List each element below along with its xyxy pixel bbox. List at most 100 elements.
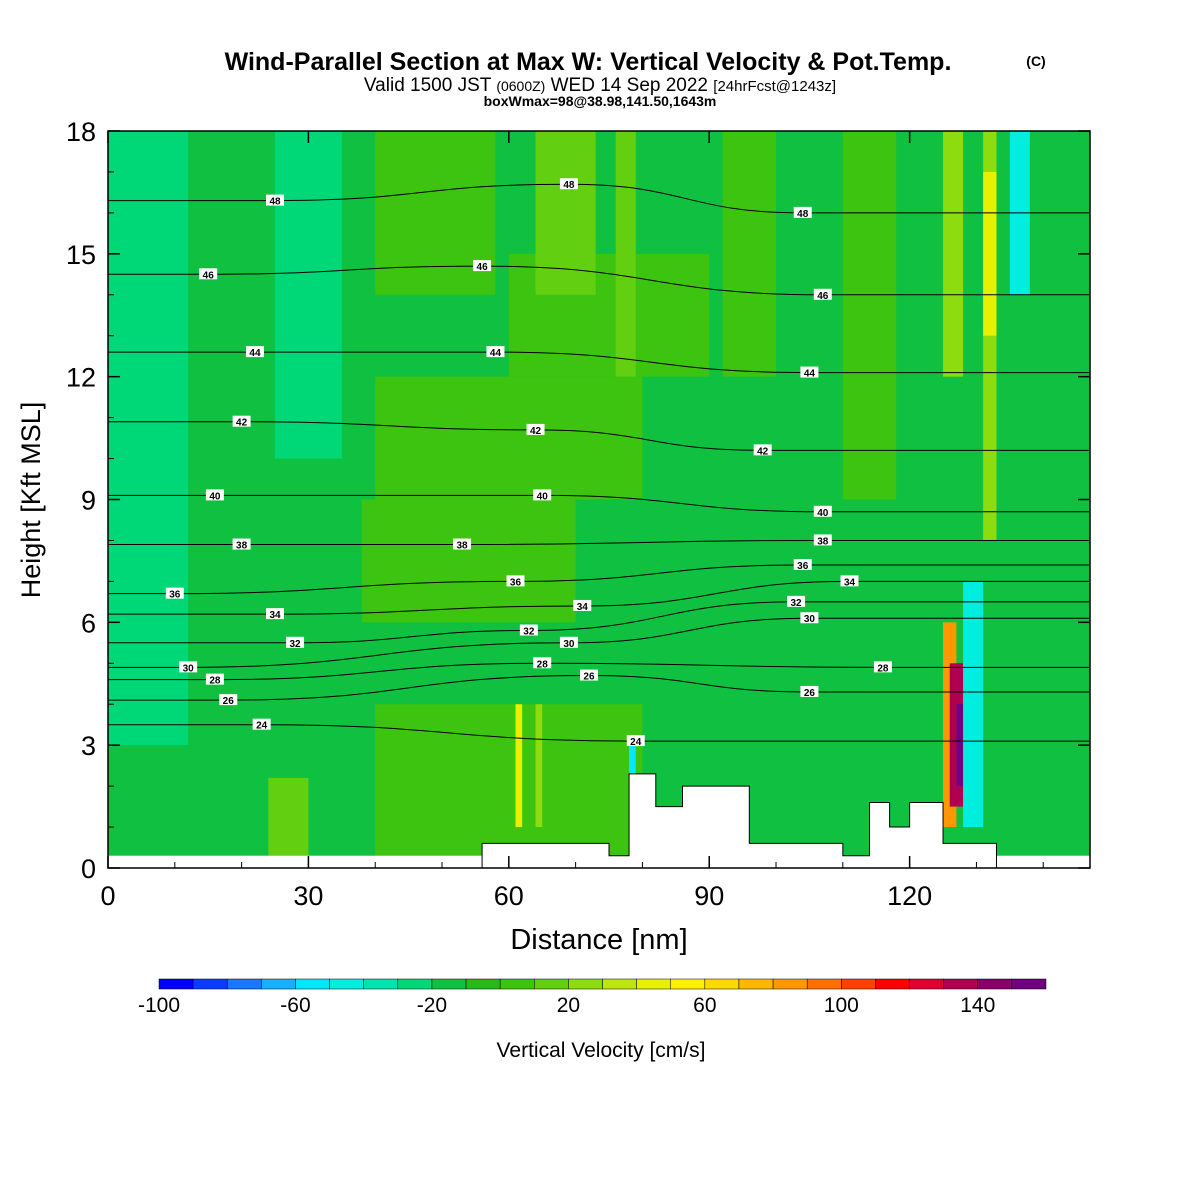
colorbar-swatch (363, 978, 399, 990)
contour-label: 44 (804, 369, 816, 380)
colorbar-tick-labels: -100 -60 -20 20 60 100 140 (138, 994, 995, 1017)
contour-label: 28 (877, 663, 889, 674)
contour-label: 34 (577, 602, 589, 613)
colorbar-swatch (226, 978, 262, 990)
velocity-cell (535, 704, 543, 828)
colorbar-swatch (465, 978, 501, 990)
x-tick-label: 60 (494, 881, 524, 911)
contour-label-box (219, 694, 238, 706)
x-axis-label: Distance [nm] (510, 924, 687, 956)
contour-label: 26 (223, 696, 235, 707)
colorbar-swatch (1011, 978, 1047, 990)
contour-label-box (800, 612, 819, 624)
contour-label-box (793, 559, 812, 571)
contour-label: 38 (236, 541, 248, 552)
colorbar-tick-label: 60 (693, 994, 716, 1017)
contour-label-box (533, 657, 552, 669)
contour-label-box (266, 194, 285, 206)
colorbar-swatch (499, 978, 535, 990)
colorbar-swatch (295, 978, 330, 990)
colorbar-swatch (568, 978, 603, 990)
velocity-cell (535, 131, 596, 295)
contour-label: 40 (537, 491, 549, 502)
colorbar-swatch (841, 978, 876, 990)
velocity-cell (842, 131, 897, 500)
contour-label-box (526, 423, 545, 435)
contour-label-box (232, 538, 251, 550)
colorbar-swatch (431, 978, 467, 990)
theta-contour-line (108, 183, 1090, 214)
contour-label: 30 (804, 614, 816, 625)
colorbar-swatch (397, 978, 433, 990)
chart-title: Wind-Parallel Section at Max W: Vertical… (225, 48, 952, 76)
contour-label-box (813, 534, 832, 546)
contour-label: 30 (563, 639, 575, 650)
velocity-cell (361, 499, 576, 623)
theta-contour-labels: 48 48 48 46 46 46 44 44 44 42 42 42 40 40 40 38 38 38 36 36… (165, 178, 892, 748)
theta-contour-line (108, 421, 1090, 451)
contour-label: 34 (269, 610, 281, 621)
x-tick-label: 30 (293, 881, 323, 911)
colorbar-tick-label: 20 (557, 994, 580, 1017)
colorbar-tick-label: -20 (417, 994, 447, 1017)
contour-label-box (199, 268, 218, 280)
copyright-mark: (C) (1026, 53, 1045, 69)
y-axis-label: Height [Kft MSL] (16, 402, 46, 599)
contour-label: 34 (844, 577, 856, 588)
valid-utc: (0600Z) (496, 78, 545, 94)
contour-label-box (533, 489, 552, 501)
colorbar-swatch (636, 978, 671, 990)
colorbar-swatch (909, 978, 944, 990)
velocity-cell (375, 376, 643, 500)
contour-label: 46 (477, 262, 489, 273)
velocity-cell (375, 704, 643, 868)
y-tick-label: 9 (81, 486, 96, 516)
colorbar-swatch (943, 978, 979, 990)
contour-label: 36 (797, 561, 809, 572)
contour-label: 44 (249, 348, 261, 359)
contour-label: 32 (289, 639, 301, 650)
terrain-mask (481, 773, 997, 869)
contour-label: 48 (269, 197, 281, 208)
contour-label-box (165, 587, 184, 599)
contour-label-box (473, 260, 492, 272)
colorbar (158, 978, 1047, 990)
theta-contour-line (108, 539, 1090, 546)
colorbar-swatch (158, 978, 194, 990)
velocity-cell (615, 131, 636, 377)
contour-label-box (579, 669, 598, 681)
velocity-cell (956, 704, 964, 787)
colorbar-swatch (602, 978, 637, 990)
colorbar-swatch (806, 978, 842, 990)
y-tick-label: 6 (81, 608, 96, 638)
x-tick-label: 0 (100, 881, 115, 911)
contour-label-box (266, 608, 285, 620)
contour-label-box (626, 735, 645, 747)
y-tick-label: 0 (81, 854, 96, 884)
contour-label-box (559, 178, 578, 190)
colorbar-tick-label: -100 (138, 994, 180, 1017)
contour-label: 30 (183, 663, 195, 674)
contour-label-box (205, 489, 224, 501)
contour-label: 40 (817, 508, 829, 519)
velocity-cell (275, 131, 342, 459)
y-tick-label: 15 (66, 240, 96, 270)
contour-label: 26 (804, 688, 816, 699)
contour-label-box (800, 366, 819, 378)
velocity-cell (943, 131, 964, 377)
colorbar-swatch (772, 978, 808, 990)
contour-label: 42 (757, 446, 769, 457)
contour-label-box (787, 595, 806, 607)
theta-contour-line (108, 601, 1090, 644)
y-tick-label: 3 (81, 731, 96, 761)
velocity-cell (108, 131, 189, 746)
contour-label-box (873, 661, 892, 673)
velocity-cell (515, 704, 523, 828)
contour-label-box (573, 599, 592, 611)
contour-label-box (840, 575, 859, 587)
colorbar-swatch (192, 978, 228, 990)
contour-label: 44 (490, 348, 502, 359)
velocity-cell (722, 131, 777, 377)
